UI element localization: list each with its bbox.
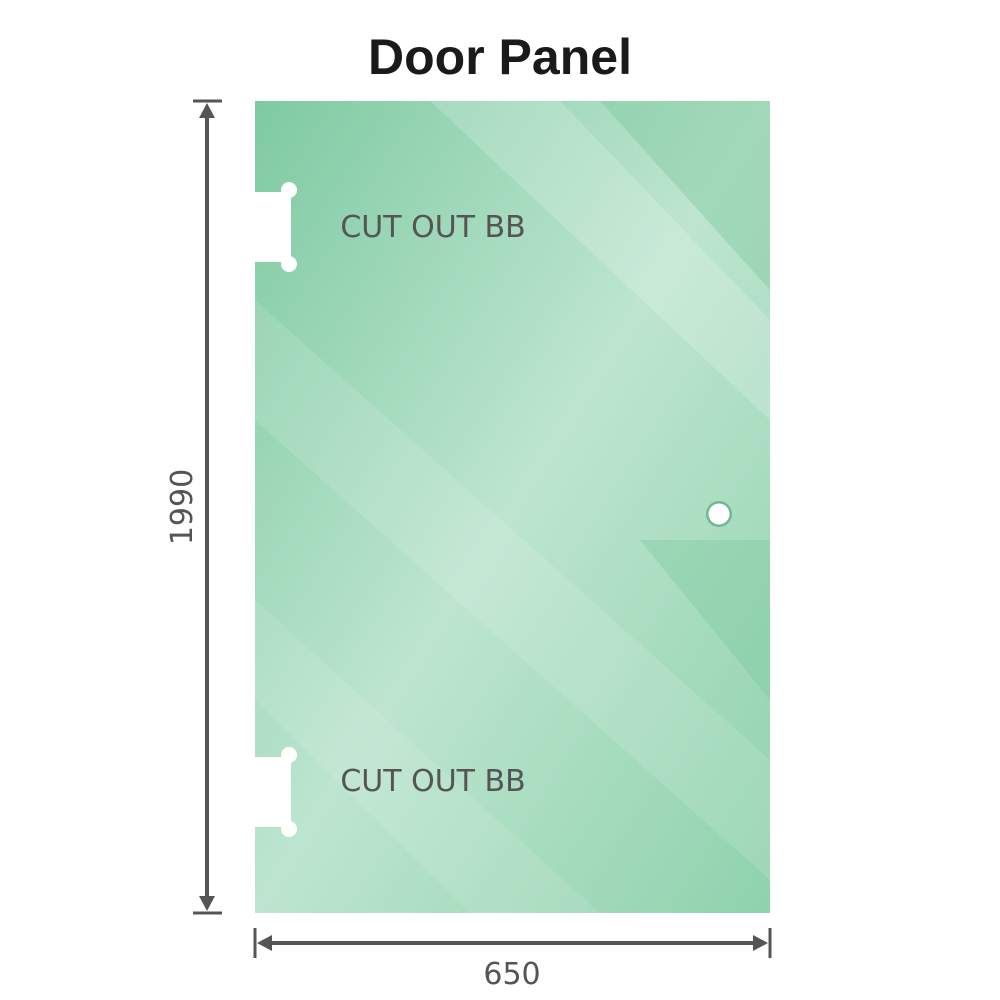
glass-panel [255, 101, 770, 913]
height-dimension-line [193, 99, 222, 915]
cutout-label-top: CUT OUT BB [340, 210, 525, 245]
width-dimension-line [253, 928, 772, 958]
height-dimension-label: 1990 [165, 469, 200, 545]
cutout-label-bottom: CUT OUT BB [340, 764, 525, 799]
cutout-bottom [253, 747, 297, 837]
width-dimension-label: 650 [483, 957, 540, 992]
handle-hole [706, 501, 732, 527]
page-title: Door Panel [368, 29, 632, 85]
cutout-top [253, 182, 297, 272]
